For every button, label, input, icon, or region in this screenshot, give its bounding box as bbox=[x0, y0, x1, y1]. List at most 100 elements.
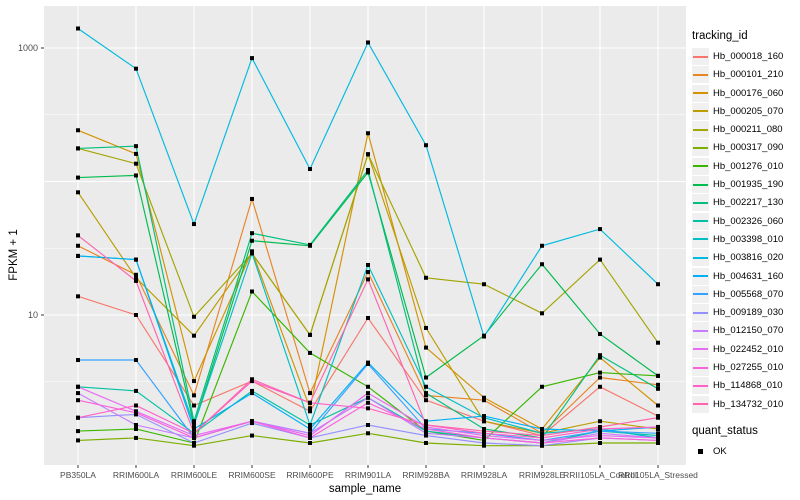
data-point bbox=[250, 231, 254, 236]
legend-entry-label: Hb_002217_130 bbox=[713, 197, 784, 209]
data-point bbox=[76, 391, 80, 396]
x-tick-label: RRIM600LE bbox=[171, 470, 218, 480]
data-point bbox=[598, 257, 602, 262]
data-point bbox=[598, 384, 602, 389]
quant-status-legend-entry: OK bbox=[692, 442, 800, 460]
legend-key-line-icon bbox=[693, 201, 708, 204]
legend: tracking_id Hb_000018_160 Hb_000101_210 Hb… bbox=[692, 30, 800, 461]
data-point bbox=[424, 419, 428, 424]
data-point bbox=[540, 435, 544, 440]
data-point bbox=[134, 358, 138, 363]
data-point bbox=[424, 325, 428, 330]
data-point bbox=[308, 167, 312, 172]
legend-entry-label: Hb_000101_210 bbox=[713, 69, 784, 81]
data-point bbox=[366, 40, 370, 45]
data-point bbox=[308, 400, 312, 405]
data-point bbox=[540, 438, 544, 443]
data-point bbox=[656, 386, 660, 391]
legend-key bbox=[692, 194, 709, 212]
legend-entry: Hb_000205_070 bbox=[692, 102, 800, 120]
data-point bbox=[134, 161, 138, 166]
legend-key-line-icon bbox=[693, 220, 708, 223]
data-point bbox=[134, 426, 138, 431]
legend-key-line-icon bbox=[693, 73, 708, 76]
data-point bbox=[192, 440, 196, 445]
data-point bbox=[424, 143, 428, 148]
data-point bbox=[134, 435, 138, 440]
data-point bbox=[656, 382, 660, 387]
legend-entry: Hb_027255_010 bbox=[692, 359, 800, 377]
data-point bbox=[76, 415, 80, 420]
data-point bbox=[424, 384, 428, 389]
data-point bbox=[366, 262, 370, 267]
legend-key bbox=[692, 66, 709, 84]
data-point bbox=[424, 429, 428, 434]
data-point bbox=[366, 277, 370, 282]
data-point bbox=[656, 403, 660, 408]
data-point bbox=[250, 377, 254, 382]
legend-key-line-icon bbox=[693, 55, 708, 58]
legend-entry: Hb_000317_090 bbox=[692, 139, 800, 157]
data-point bbox=[482, 431, 486, 436]
data-point bbox=[76, 190, 80, 195]
data-point bbox=[366, 152, 370, 157]
data-point bbox=[192, 314, 196, 319]
legend-entry-label: Hb_001935_190 bbox=[713, 179, 784, 191]
data-point bbox=[76, 294, 80, 299]
x-tick-label: RRIM901LA bbox=[345, 470, 392, 480]
data-point bbox=[482, 395, 486, 400]
data-point bbox=[134, 151, 138, 156]
x-tick-label: RRII105LA_Control bbox=[563, 470, 637, 480]
data-point bbox=[134, 173, 138, 178]
legend-entry: Hb_000101_210 bbox=[692, 66, 800, 84]
data-point bbox=[76, 438, 80, 443]
legend-key bbox=[692, 304, 709, 322]
legend-entry: Hb_114868_010 bbox=[692, 377, 800, 395]
data-point bbox=[482, 334, 486, 339]
data-point bbox=[134, 410, 138, 415]
data-point bbox=[656, 435, 660, 440]
data-point bbox=[366, 384, 370, 389]
legend-key-line-icon bbox=[693, 238, 708, 241]
data-point bbox=[424, 275, 428, 280]
legend-key bbox=[692, 340, 709, 358]
data-point bbox=[134, 272, 138, 277]
data-point bbox=[134, 313, 138, 317]
legend-key bbox=[692, 249, 709, 267]
data-point bbox=[540, 262, 544, 267]
data-point bbox=[656, 433, 660, 438]
legend-key bbox=[692, 230, 709, 248]
data-point bbox=[366, 422, 370, 427]
data-point bbox=[482, 443, 486, 448]
legend-entry-label: Hb_000211_080 bbox=[713, 124, 783, 136]
data-point bbox=[424, 426, 428, 431]
legend-key-line-icon bbox=[693, 146, 708, 149]
legend-entry: Hb_002217_130 bbox=[692, 194, 800, 212]
data-point bbox=[134, 388, 138, 393]
data-point bbox=[134, 403, 138, 408]
legend-key bbox=[692, 121, 709, 139]
legend-entry-label: Hb_114868_010 bbox=[713, 380, 783, 392]
data-point bbox=[76, 429, 80, 434]
legend-entry: Hb_002326_060 bbox=[692, 212, 800, 230]
data-point bbox=[366, 431, 370, 436]
data-point bbox=[134, 257, 138, 262]
legend-entry-label: Hb_009189_030 bbox=[713, 307, 784, 319]
data-point bbox=[424, 433, 428, 438]
legend-key-line-icon bbox=[693, 165, 708, 168]
data-point bbox=[192, 419, 196, 424]
legend-entry-label: Hb_002326_060 bbox=[713, 215, 784, 227]
data-point bbox=[598, 227, 602, 232]
legend-entry-label: Hb_012150_070 bbox=[713, 325, 784, 337]
legend-key bbox=[692, 176, 709, 194]
data-point bbox=[482, 440, 486, 445]
data-point bbox=[366, 395, 370, 400]
data-point bbox=[656, 373, 660, 378]
legend-key-line-icon bbox=[693, 92, 708, 95]
data-point bbox=[656, 440, 660, 445]
data-point bbox=[308, 332, 312, 337]
data-point bbox=[76, 26, 80, 31]
data-point bbox=[424, 422, 428, 427]
